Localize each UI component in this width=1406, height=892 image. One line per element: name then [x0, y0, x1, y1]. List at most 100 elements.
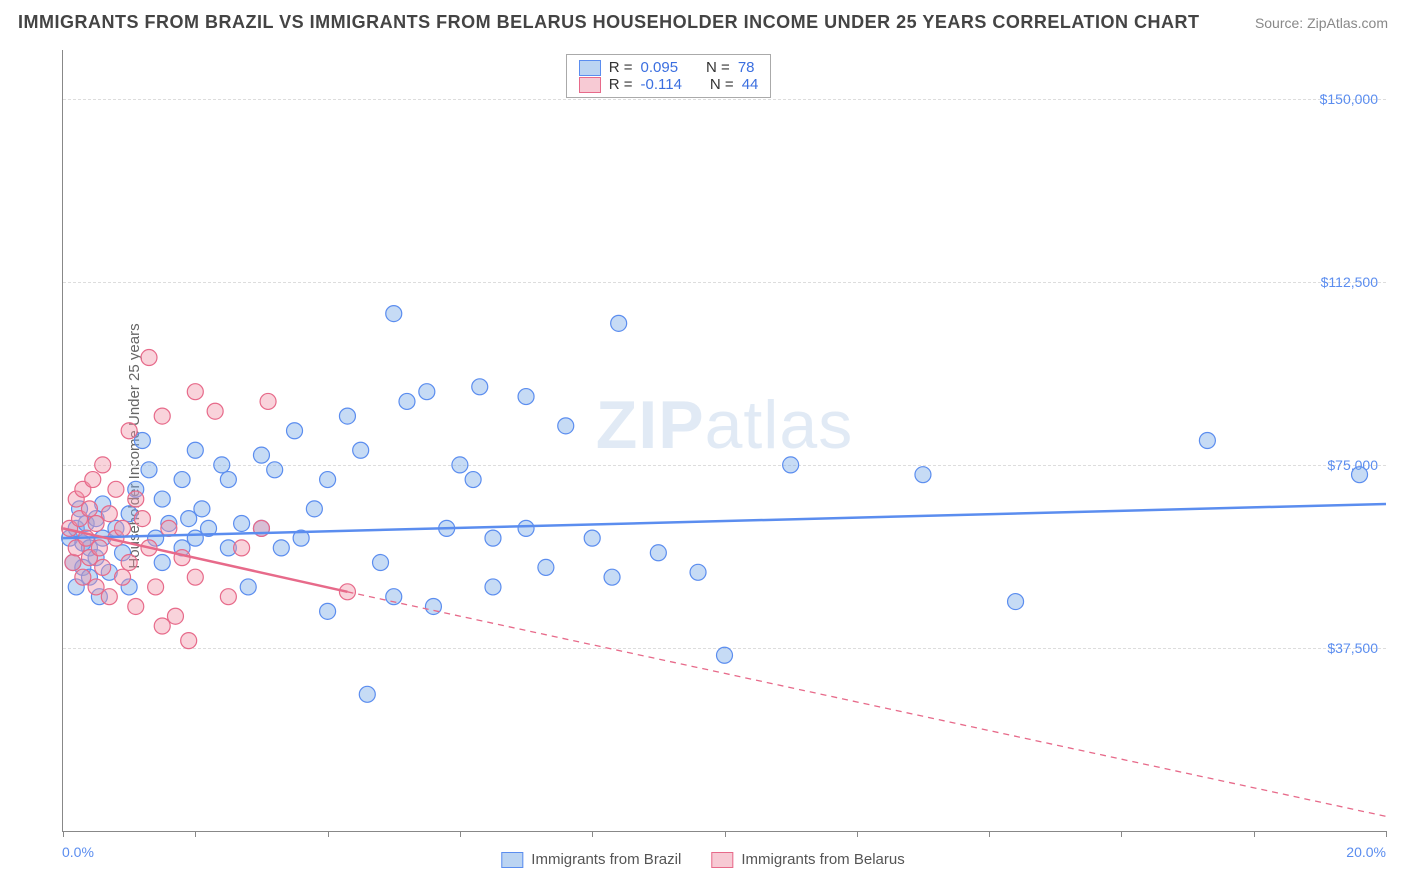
data-point [161, 520, 177, 536]
swatch-brazil-icon [579, 60, 601, 76]
correlation-legend: R = 0.095 N = 78 R = -0.114 N = 44 [566, 54, 772, 98]
x-tick-mark [857, 831, 858, 837]
data-point [95, 457, 111, 473]
data-point [108, 481, 124, 497]
x-tick-mark [1121, 831, 1122, 837]
legend-label-brazil: Immigrants from Brazil [531, 851, 681, 868]
data-point [452, 457, 468, 473]
data-point [187, 384, 203, 400]
swatch-belarus-icon [711, 852, 733, 868]
n-value-brazil: 78 [738, 59, 755, 76]
data-point [915, 467, 931, 483]
data-point [220, 589, 236, 605]
data-point [485, 530, 501, 546]
data-point [154, 555, 170, 571]
data-point [154, 618, 170, 634]
data-point [181, 511, 197, 527]
data-point [783, 457, 799, 473]
data-point [717, 647, 733, 663]
data-point [187, 442, 203, 458]
data-point [148, 579, 164, 595]
data-point [320, 603, 336, 619]
data-point [214, 457, 230, 473]
chart-title: IMMIGRANTS FROM BRAZIL VS IMMIGRANTS FRO… [18, 12, 1200, 33]
data-point [91, 540, 107, 556]
data-point [419, 384, 435, 400]
data-point [187, 530, 203, 546]
x-tick-mark [328, 831, 329, 837]
legend-row-belarus: R = -0.114 N = 44 [579, 76, 759, 93]
scatter-svg [63, 50, 1386, 831]
data-point [373, 555, 389, 571]
data-point [220, 472, 236, 488]
data-point [359, 686, 375, 702]
data-point [465, 472, 481, 488]
x-tick-mark [725, 831, 726, 837]
x-tick-mark [1386, 831, 1387, 837]
data-point [472, 379, 488, 395]
data-point [154, 408, 170, 424]
data-point [95, 559, 111, 575]
data-point [240, 579, 256, 595]
trend-line-extrapolated [347, 592, 1386, 817]
data-point [141, 462, 157, 478]
data-point [81, 501, 97, 517]
data-point [690, 564, 706, 580]
data-point [287, 423, 303, 439]
data-point [1008, 594, 1024, 610]
swatch-belarus-icon [579, 77, 601, 93]
data-point [538, 559, 554, 575]
data-point [386, 306, 402, 322]
data-point [234, 540, 250, 556]
legend-label-belarus: Immigrants from Belarus [741, 851, 904, 868]
data-point [485, 579, 501, 595]
data-point [1199, 433, 1215, 449]
data-point [353, 442, 369, 458]
data-point [121, 423, 137, 439]
data-point [134, 511, 150, 527]
x-tick-mark [592, 831, 593, 837]
data-point [650, 545, 666, 561]
data-point [267, 462, 283, 478]
legend-item-brazil: Immigrants from Brazil [501, 851, 681, 868]
data-point [141, 350, 157, 366]
data-point [101, 589, 117, 605]
data-point [85, 472, 101, 488]
x-tick-mark [195, 831, 196, 837]
data-point [167, 608, 183, 624]
data-point [604, 569, 620, 585]
data-point [174, 472, 190, 488]
data-point [253, 447, 269, 463]
data-point [65, 555, 81, 571]
data-point [187, 569, 203, 585]
x-tick-mark [460, 831, 461, 837]
data-point [101, 506, 117, 522]
data-point [339, 408, 355, 424]
data-point [115, 520, 131, 536]
x-max-label: 20.0% [1346, 844, 1386, 860]
data-point [128, 598, 144, 614]
r-label: R = [609, 76, 633, 93]
data-point [154, 491, 170, 507]
data-point [75, 569, 91, 585]
r-label: R = [609, 59, 633, 76]
data-point [558, 418, 574, 434]
data-point [181, 633, 197, 649]
data-point [399, 393, 415, 409]
data-point [121, 555, 137, 571]
data-point [306, 501, 322, 517]
data-point [584, 530, 600, 546]
legend-item-belarus: Immigrants from Belarus [711, 851, 904, 868]
source-label: Source: ZipAtlas.com [1255, 15, 1388, 31]
data-point [518, 389, 534, 405]
data-point [134, 433, 150, 449]
data-point [128, 491, 144, 507]
data-point [1352, 467, 1368, 483]
data-point [273, 540, 289, 556]
data-point [611, 315, 627, 331]
r-value-brazil: 0.095 [641, 59, 679, 76]
x-tick-mark [989, 831, 990, 837]
data-point [174, 550, 190, 566]
series-legend: Immigrants from Brazil Immigrants from B… [501, 851, 904, 868]
n-label: N = [706, 59, 730, 76]
